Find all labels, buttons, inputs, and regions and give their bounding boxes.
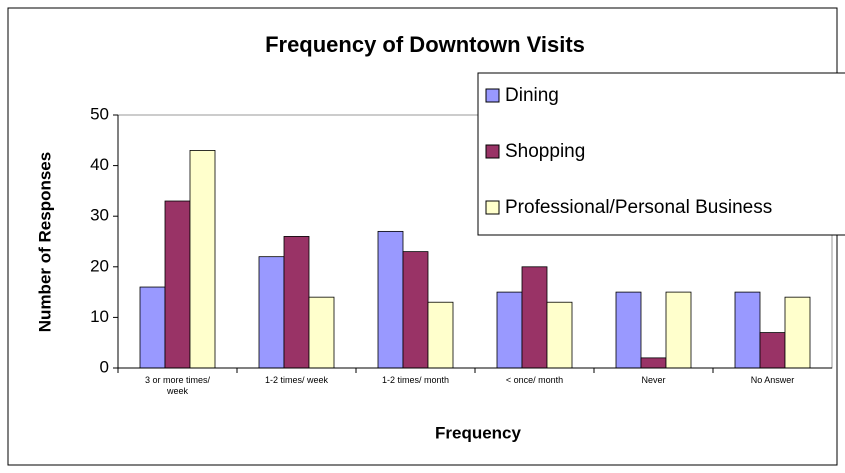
x-tick-label: 1-2 times/ week <box>264 375 329 385</box>
bar <box>308 296 335 369</box>
bar <box>665 291 692 369</box>
y-tick-label: 40 <box>90 155 109 174</box>
legend-label: Professional/Personal Business <box>505 197 772 218</box>
bar <box>496 291 523 369</box>
bar <box>283 236 310 369</box>
bar <box>759 332 786 369</box>
x-tick-label: 3 or more times/ week <box>144 375 211 396</box>
x-axis-label: Frequency <box>435 423 522 442</box>
x-tick-label: No Answer <box>750 375 795 385</box>
legend-swatch <box>485 144 500 159</box>
legend-label: Shopping <box>505 141 585 162</box>
bar <box>139 286 166 369</box>
bar <box>546 301 573 369</box>
y-tick-label: 0 <box>100 357 109 376</box>
legend-box <box>477 72 845 236</box>
y-tick-label: 50 <box>90 104 109 123</box>
legend-swatch <box>485 88 500 103</box>
y-axis-label: Number of Responses <box>35 152 54 332</box>
bar <box>164 200 191 369</box>
bar <box>258 256 285 369</box>
bar <box>784 296 811 369</box>
y-tick-label: 10 <box>90 307 109 326</box>
bar <box>615 291 642 369</box>
legend-label: Dining <box>505 85 559 106</box>
y-tick-label: 20 <box>90 256 109 275</box>
legend-swatch <box>485 200 500 215</box>
x-tick-label: Never <box>641 375 666 385</box>
chart-title: Frequency of Downtown Visits <box>265 32 585 57</box>
bar <box>521 266 548 369</box>
bar <box>734 291 761 369</box>
y-tick-label: 30 <box>90 206 109 225</box>
bar <box>640 357 667 369</box>
bar <box>427 301 454 369</box>
bar <box>377 230 404 369</box>
bar <box>189 150 216 369</box>
bar <box>402 251 429 369</box>
x-tick-label: < once/ month <box>505 375 564 385</box>
x-tick-label: 1-2 times/ month <box>381 375 450 385</box>
